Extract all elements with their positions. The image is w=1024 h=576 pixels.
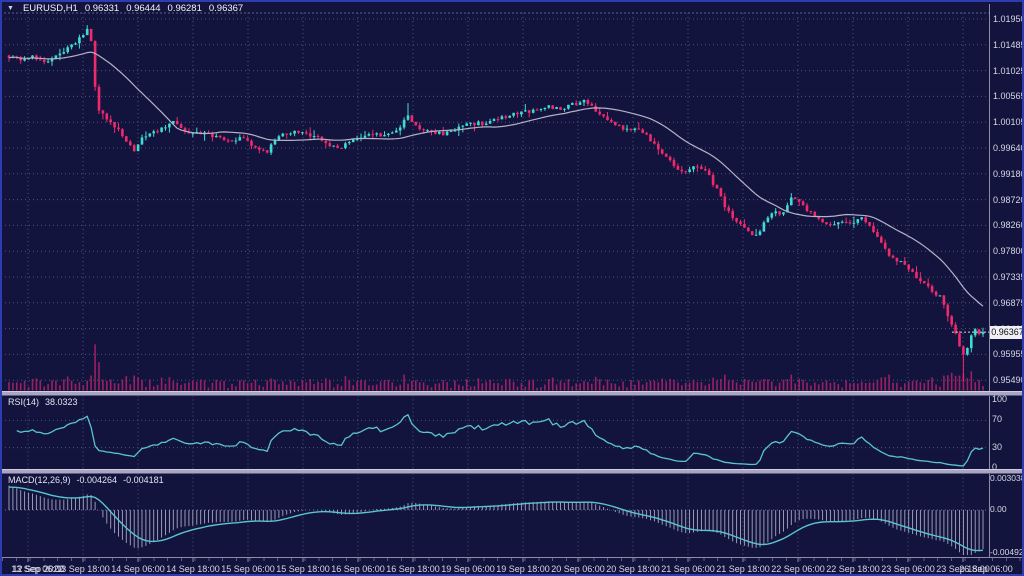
ohlc-close: 0.96367 (208, 3, 244, 14)
time-axis-label: 13 Sep 06:00 (11, 564, 65, 574)
time-axis-label: 12 Sep 2022 (12, 564, 64, 574)
macd-indicator-label: MACD(12,26,9) -0.004264 -0.004181 (8, 475, 164, 485)
symbol-name: EURUSD,H1 (22, 3, 78, 14)
time-axis-label: 23 Sep 06:00 (881, 564, 935, 574)
time-axis-label: 20 Sep 06:00 (551, 564, 605, 574)
chart-header: ▼ EURUSD,H1 0.96331 0.96444 0.96281 0.96… (7, 3, 243, 14)
symbol-dropdown-icon[interactable]: ▼ (7, 5, 14, 12)
time-axis-label: 21 Sep 06:00 (661, 564, 715, 574)
time-axis-label: 21 Sep 18:00 (716, 564, 770, 574)
panel-divider-main-rsi[interactable] (2, 391, 1022, 396)
macd-name: MACD(12,26,9) (8, 475, 71, 485)
time-axis-label: 14 Sep 06:00 (111, 564, 165, 574)
rsi-name: RSI(14) (8, 397, 40, 407)
time-axis-label: 22 Sep 18:00 (826, 564, 880, 574)
time-axis-label: 15 Sep 06:00 (221, 564, 275, 574)
panel-divider-rsi-macd[interactable] (2, 469, 1022, 474)
ohlc-high: 0.96444 (126, 3, 161, 14)
current-price-tag: 0.96367 (990, 326, 1024, 339)
time-axis-label: 23 Sep 18:00 (936, 564, 990, 574)
time-axis-label: 22 Sep 06:00 (771, 564, 825, 574)
ohlc-low: 0.96281 (167, 3, 202, 14)
time-axis-label: 16 Sep 06:00 (331, 564, 385, 574)
time-axis-label: 19 Sep 06:00 (441, 564, 495, 574)
ohlc-open: 0.96331 (84, 3, 120, 14)
rsi-value: 38.0323 (45, 397, 78, 407)
time-axis-label: 19 Sep 18:00 (496, 564, 550, 574)
time-axis-label: 13 Sep 18:00 (56, 564, 110, 574)
time-axis[interactable]: 12 Sep 2022 13 Sep 06:00 13 Sep 18:00 14 Se… (2, 557, 1022, 574)
macd-signal-value: -0.004181 (123, 475, 164, 485)
time-axis-label: 26 Sep 06:00 (959, 564, 1013, 574)
time-axis-label: 20 Sep 18:00 (606, 564, 660, 574)
time-axis-label: 15 Sep 18:00 (276, 564, 330, 574)
rsi-indicator-label: RSI(14) 38.0323 (8, 397, 78, 407)
time-axis-label: 14 Sep 18:00 (166, 564, 220, 574)
time-axis-label: 16 Sep 18:00 (386, 564, 440, 574)
macd-main-value: -0.004264 (76, 475, 118, 485)
